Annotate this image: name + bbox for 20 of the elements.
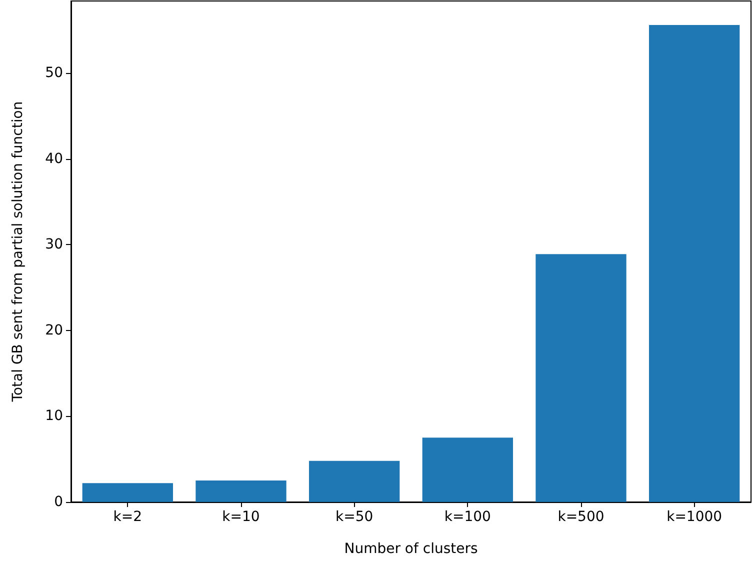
x-tick-label: k=50	[336, 509, 374, 525]
bar	[649, 25, 740, 502]
x-axis-title: Number of clusters	[344, 541, 478, 557]
x-tick-label: k=500	[558, 509, 604, 525]
bar	[82, 483, 173, 502]
y-tick-label: 50	[45, 65, 63, 82]
x-tick-label: k=1000	[666, 509, 722, 525]
bar	[309, 460, 400, 502]
x-tick-label: k=2	[113, 509, 142, 525]
x-tick-label: k=10	[222, 509, 260, 525]
y-axis-title: Total GB sent from partial solution function	[10, 101, 26, 403]
y-tick-label: 0	[54, 494, 63, 510]
y-tick-label: 10	[45, 408, 63, 424]
x-tick-label: k=100	[444, 509, 491, 525]
bar	[536, 254, 626, 502]
bar	[422, 438, 513, 502]
y-tick-label: 30	[45, 236, 63, 253]
bar	[196, 480, 286, 502]
y-tick-label: 20	[45, 322, 63, 338]
y-tick-label: 40	[45, 150, 63, 167]
